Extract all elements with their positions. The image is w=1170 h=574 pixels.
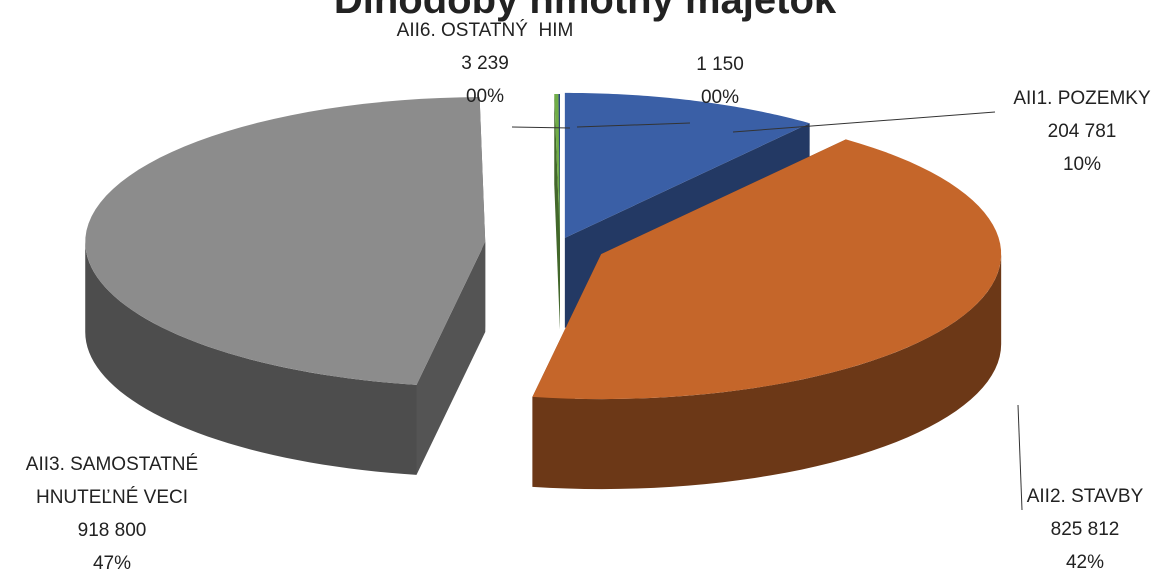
value-label: 3 239 xyxy=(461,53,509,74)
leader-line xyxy=(511,126,571,129)
slice xyxy=(554,94,560,240)
value-label: 918 800 xyxy=(77,520,147,541)
data-label: AII6. OSTATNÝ HIM 3 239 00% xyxy=(365,14,605,113)
leader-line xyxy=(1017,404,1023,511)
data-label: AII3. SAMOSTATNÉ HNUTEĽNÉ VECI 918 800 47% xyxy=(0,448,227,574)
slice xyxy=(558,94,560,240)
category-label: AII2. STAVBY xyxy=(1026,486,1144,507)
percent-label: 00% xyxy=(700,87,740,108)
percent-label: 42% xyxy=(1065,552,1105,573)
percent-label: 47% xyxy=(92,553,132,574)
leader-line xyxy=(576,122,691,128)
slice-group xyxy=(85,97,486,475)
slice-wall xyxy=(85,242,417,475)
value-label: 204 781 xyxy=(1047,121,1117,142)
data-label: AII2. STAVBY 825 812 42% xyxy=(985,480,1170,574)
slice xyxy=(85,97,486,385)
percent-label: 10% xyxy=(1062,154,1102,175)
slice xyxy=(532,139,1002,400)
slice xyxy=(564,92,810,238)
slice-side xyxy=(554,94,560,330)
value-label: 1 150 xyxy=(696,54,744,75)
percent-label: 00% xyxy=(465,86,505,107)
category-label: AII6. OSTATNÝ HIM xyxy=(396,20,574,41)
slice-group xyxy=(554,94,560,330)
slice-side xyxy=(416,242,486,475)
slice-group xyxy=(532,139,1002,490)
category-label: AII1. POZEMKY xyxy=(1013,88,1151,109)
data-label: AII1. POZEMKY 204 781 10% xyxy=(972,82,1170,181)
category-label: AII3. SAMOSTATNÉ HNUTEĽNÉ VECI xyxy=(25,454,204,508)
chart-title: Dlhodobý hmotný majetok xyxy=(333,0,837,22)
data-label: 1 150 00% xyxy=(660,48,780,114)
leader-line xyxy=(732,111,996,133)
value-label: 825 812 xyxy=(1050,519,1120,540)
slice-wall xyxy=(532,254,1002,490)
